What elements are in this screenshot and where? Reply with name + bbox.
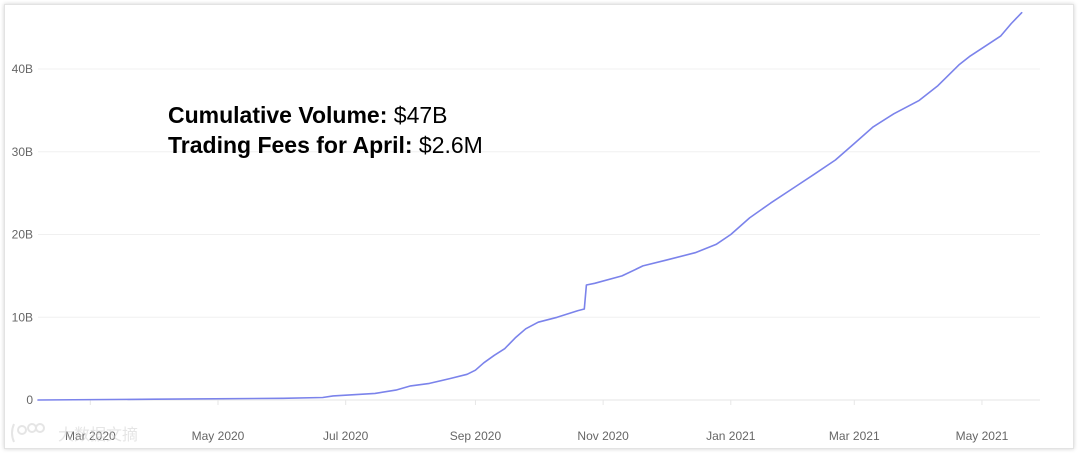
x-tick-labels: Mar 2020 May 2020 Jul 2020 Sep 2020 Nov 2020… xyxy=(65,429,1009,443)
x-tick-label: May 2021 xyxy=(956,429,1009,443)
y-tick-label: 10B xyxy=(12,310,33,324)
x-tick-label: Nov 2020 xyxy=(577,429,629,443)
y-tick-label: 20B xyxy=(12,228,33,242)
x-tick-label: May 2020 xyxy=(192,429,245,443)
axes xyxy=(89,400,983,405)
y-tick-labels: 0 10B 20B 30B 40B xyxy=(12,62,34,407)
x-tick-label: Mar 2021 xyxy=(829,429,880,443)
y-tick-label: 0 xyxy=(26,393,33,407)
x-tick-label: Sep 2020 xyxy=(450,429,502,443)
grid-lines xyxy=(38,68,1040,401)
series-layer xyxy=(37,11,1023,401)
chart-frame xyxy=(4,4,1074,449)
x-tick-label: Mar 2020 xyxy=(65,429,116,443)
cumulative-volume-value: $47B xyxy=(393,102,448,128)
cumulative-volume-line: Cumulative Volume: $47B xyxy=(168,100,483,130)
trading-fees-line: Trading Fees for April: $2.6M xyxy=(168,130,483,160)
chart-annotation: Cumulative Volume: $47B Trading Fees for… xyxy=(168,100,483,160)
x-tick-label: Jul 2020 xyxy=(323,429,369,443)
trading-fees-value: $2.6M xyxy=(418,132,483,158)
series-line xyxy=(37,11,1023,401)
y-tick-label: 40B xyxy=(12,62,33,76)
watermark-text: 大数据文摘 xyxy=(58,425,138,444)
watermark-logo: 大数据文摘 xyxy=(11,423,138,444)
y-tick-label: 30B xyxy=(12,145,33,159)
cumulative-volume-label: Cumulative Volume: xyxy=(168,102,388,128)
watermark-logo-icon xyxy=(11,423,45,443)
x-tick-label: Jan 2021 xyxy=(706,429,756,443)
trading-fees-label: Trading Fees for April: xyxy=(168,132,413,158)
